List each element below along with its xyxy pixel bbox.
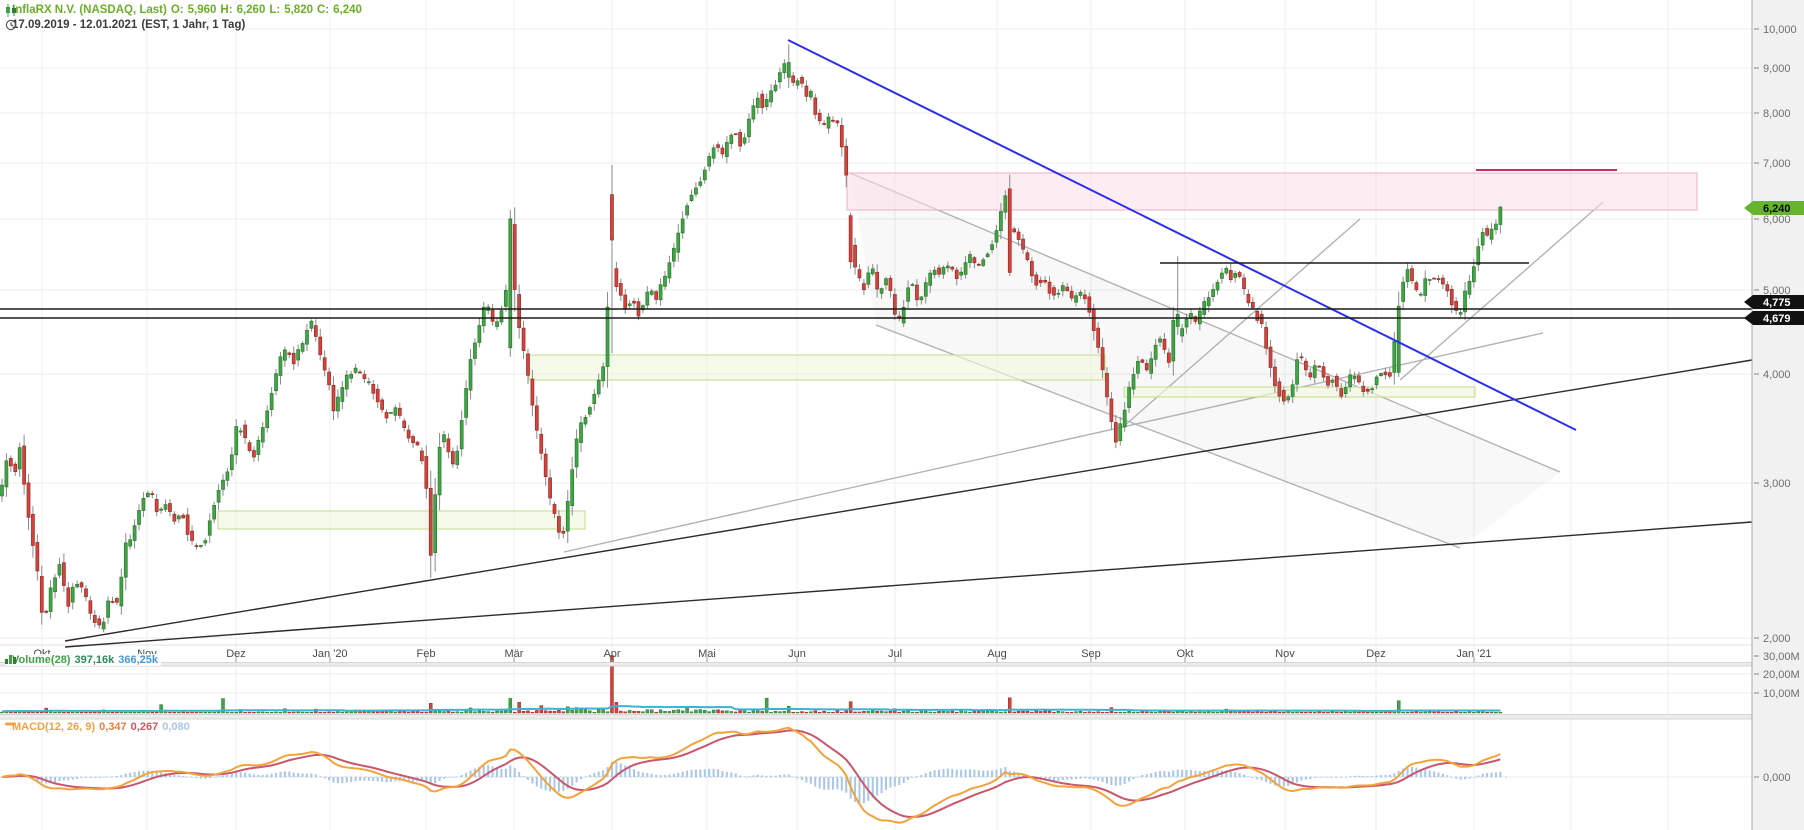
macd-signal-line (1, 729, 1501, 818)
month-label: Jun (788, 648, 806, 660)
gray-trendline-4[interactable] (1399, 201, 1604, 381)
volume-title: Volume(28) (12, 654, 71, 666)
month-label: Dez (226, 648, 246, 660)
time-axis[interactable]: Okt Nov Dez Jan '20 Feb Mär Apr Mai Jun Jul Aug Sep… (33, 648, 1492, 662)
svg-text:4,775: 4,775 (1763, 297, 1791, 309)
price-tick-label: 6,000 (1763, 214, 1791, 226)
gray-channel-fill (850, 173, 1560, 548)
macd-tick-label: 0,000 (1763, 772, 1791, 784)
macd-value: 0,347 (99, 721, 127, 733)
low-value: 5,820 (284, 4, 313, 16)
price-axis[interactable]: 10,000 9,000 8,000 7,000 6,000 5,000 4,000 3,00… (1751, 0, 1804, 830)
high-label: H: (220, 4, 233, 16)
date-range: 17.09.2019 - 12.01.2021 (12, 19, 138, 31)
support-zone-green-2[interactable] (528, 354, 1106, 381)
month-label: Jul (888, 648, 902, 660)
month-label: Dez (1366, 648, 1386, 660)
svg-text:6,240: 6,240 (1763, 203, 1791, 215)
price-tick-label: 7,000 (1763, 158, 1791, 170)
black-trendline-1[interactable] (64, 359, 1753, 642)
low-label: L: (269, 4, 281, 16)
macd-signal-value: 0,267 (130, 721, 159, 733)
support-zone-green-3[interactable] (1123, 386, 1476, 398)
volume-indicator-header[interactable]: Volume(28) 397,16k 366,25k (5, 654, 162, 666)
volume-tick-label: 20,00M (1763, 669, 1800, 681)
timeframe: (EST, 1 Jahr, 1 Tag) (141, 19, 246, 31)
black-trendlines[interactable] (64, 359, 1753, 648)
macd-hist-value: 0,080 (162, 721, 190, 733)
volume-ma-line (1, 705, 1501, 713)
price-tick-label: 2,000 (1763, 633, 1791, 645)
gridlines (0, 0, 1752, 830)
symbol-header[interactable]: InflaRX N.V. (NASDAQ, Last) O: 5,960 H: … (5, 4, 365, 17)
gray-trendline-1[interactable] (849, 172, 1561, 473)
month-label: Jan '20 (312, 648, 347, 660)
close-value: 6,240 (333, 4, 362, 16)
month-label: Mai (698, 648, 716, 660)
volume-bars (0, 655, 1503, 714)
support-zone-green-1[interactable] (217, 510, 586, 530)
month-label: Okt (1176, 648, 1193, 660)
month-label: Aug (987, 648, 1007, 660)
level-badge-4679: 4,679 (1744, 311, 1804, 325)
price-tick-label: 8,000 (1763, 108, 1791, 120)
volume-tick-label: 10,00M (1763, 688, 1800, 700)
price-tick-label: 9,000 (1763, 63, 1791, 75)
blue-downtrend-line[interactable] (787, 39, 1577, 431)
month-label: Mär (505, 648, 524, 660)
price-tick-label: 3,000 (1763, 478, 1791, 490)
month-label: Jan '21 (1456, 648, 1491, 660)
month-label: Nov (1275, 648, 1295, 660)
price-tick-label: 4,000 (1763, 369, 1791, 381)
overlay-lines[interactable] (0, 39, 1752, 431)
svg-text:4,679: 4,679 (1763, 313, 1791, 325)
last-price-badge: 6,240 (1744, 201, 1804, 215)
macd-plot (0, 726, 1510, 824)
month-label: Feb (417, 648, 436, 660)
resistance-zone-pink[interactable] (846, 172, 1698, 211)
candle-series (0, 44, 1503, 633)
month-label: Sep (1081, 648, 1101, 660)
open-label: O: (170, 4, 184, 16)
level-badge-4775: 4,775 (1744, 295, 1804, 309)
volume-tick-label: 30,00M (1763, 651, 1800, 663)
gray-trendline-5[interactable] (563, 332, 1544, 553)
close-label: C: (316, 4, 330, 16)
black-trendline-2[interactable] (64, 521, 1753, 648)
macd-title: MACD(12, 26, 9) (12, 721, 96, 733)
zones[interactable] (217, 172, 1698, 530)
price-tick-label: 5,000 (1763, 285, 1791, 297)
high-value: 6,260 (236, 4, 266, 16)
instrument-title: InflaRX N.V. (NASDAQ, Last) (12, 4, 167, 16)
macd-indicator-header[interactable]: MACD(12, 26, 9) 0,347 0,267 0,080 (5, 721, 193, 733)
volume-value: 397,16k (74, 654, 115, 666)
volume-ma-value: 366,25k (118, 654, 159, 666)
pane-separators (0, 662, 1804, 720)
open-value: 5,960 (187, 4, 217, 16)
month-label: Apr (603, 648, 620, 660)
price-tick-label: 10,000 (1763, 24, 1797, 36)
gray-annotations[interactable] (563, 172, 1604, 553)
range-header[interactable]: 17.09.2019 - 12.01.2021 (EST, 1 Jahr, 1 … (5, 19, 249, 31)
macd-main-line (1, 726, 1501, 824)
